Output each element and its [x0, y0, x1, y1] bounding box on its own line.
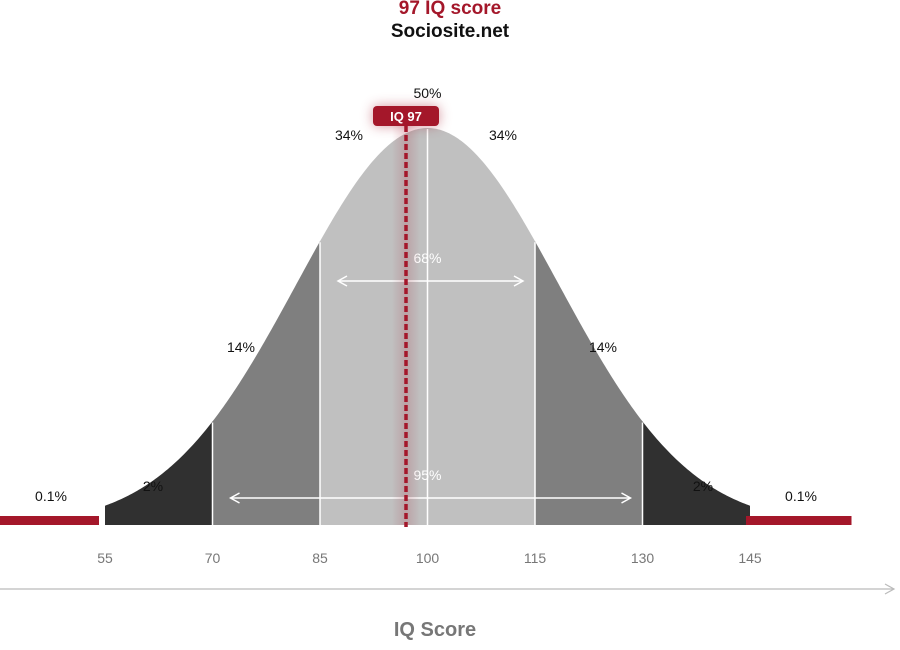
x-tick-label: 55	[97, 550, 113, 566]
band-percent-label: 0.1%	[785, 488, 817, 504]
band-percent-label: 34%	[489, 127, 517, 143]
tail-band-0	[0, 516, 99, 525]
curve-band-2	[212, 241, 320, 525]
curve-band-4	[427, 128, 535, 525]
band-percent-label: 0.1%	[35, 488, 67, 504]
band-percent-label: 2%	[143, 478, 163, 494]
range-label: 95%	[413, 467, 441, 483]
band-percent-label: 14%	[589, 339, 617, 355]
chart-subtitle: Sociosite.net	[390, 21, 510, 42]
x-tick-label: 100	[416, 550, 440, 566]
curve-band-5	[535, 241, 643, 525]
tail-band-7	[746, 516, 852, 525]
x-tick-label: 70	[205, 550, 221, 566]
chart-title: 97 IQ score	[398, 0, 502, 19]
band-percent-label: 2%	[693, 478, 713, 494]
x-axis-label: IQ Score	[394, 619, 476, 641]
band-percent-label: 14%	[227, 339, 255, 355]
x-tick-label: 130	[631, 550, 655, 566]
range-label: 68%	[413, 250, 441, 266]
x-tick-label: 85	[312, 550, 328, 566]
band-percent-label: 34%	[335, 127, 363, 143]
marker-label: IQ 97	[390, 109, 422, 124]
marker-badge	[373, 106, 439, 126]
curve-band-6	[642, 421, 750, 525]
x-tick-label: 115	[524, 550, 547, 566]
center-percent-label: 50%	[413, 85, 441, 101]
curve-band-1	[105, 421, 213, 525]
x-tick-label: 145	[738, 550, 762, 566]
